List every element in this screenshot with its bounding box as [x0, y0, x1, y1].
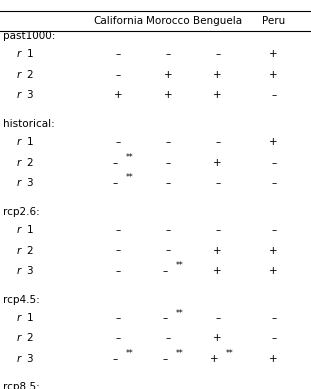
Text: –: –: [116, 333, 121, 343]
Text: historical:: historical:: [3, 119, 55, 129]
Text: –: –: [165, 49, 170, 60]
Text: +: +: [114, 90, 123, 100]
Text: +: +: [213, 266, 222, 276]
Text: –: –: [113, 178, 118, 188]
Text: –: –: [215, 313, 220, 323]
Text: –: –: [215, 49, 220, 60]
Text: 2: 2: [26, 70, 33, 80]
Text: –: –: [215, 137, 220, 147]
Text: r: r: [17, 313, 21, 323]
Text: –: –: [116, 266, 121, 276]
Text: 3: 3: [26, 90, 33, 100]
Text: –: –: [165, 225, 170, 235]
Text: **: **: [176, 349, 183, 358]
Text: –: –: [165, 137, 170, 147]
Text: –: –: [116, 225, 121, 235]
Text: rcp8.5:: rcp8.5:: [3, 382, 40, 389]
Text: –: –: [116, 313, 121, 323]
Text: **: **: [225, 349, 233, 358]
Text: Morocco: Morocco: [146, 16, 190, 26]
Text: r: r: [17, 137, 21, 147]
Text: 1: 1: [26, 49, 33, 60]
Text: rcp4.5:: rcp4.5:: [3, 294, 40, 305]
Text: +: +: [213, 245, 222, 256]
Text: –: –: [165, 333, 170, 343]
Text: 3: 3: [26, 266, 33, 276]
Text: r: r: [17, 225, 21, 235]
Text: –: –: [271, 158, 276, 168]
Text: –: –: [113, 158, 118, 168]
Text: r: r: [17, 354, 21, 364]
Text: –: –: [116, 70, 121, 80]
Text: –: –: [215, 178, 220, 188]
Text: 1: 1: [26, 137, 33, 147]
Text: –: –: [116, 49, 121, 60]
Text: +: +: [269, 245, 278, 256]
Text: 2: 2: [26, 158, 33, 168]
Text: r: r: [17, 158, 21, 168]
Text: +: +: [269, 70, 278, 80]
Text: –: –: [162, 313, 167, 323]
Text: +: +: [269, 266, 278, 276]
Text: **: **: [126, 173, 134, 182]
Text: **: **: [126, 349, 134, 358]
Text: +: +: [213, 90, 222, 100]
Text: –: –: [271, 225, 276, 235]
Text: –: –: [271, 333, 276, 343]
Text: –: –: [165, 245, 170, 256]
Text: –: –: [162, 266, 167, 276]
Text: **: **: [176, 308, 183, 318]
Text: +: +: [269, 137, 278, 147]
Text: +: +: [164, 70, 172, 80]
Text: Benguela: Benguela: [193, 16, 242, 26]
Text: –: –: [215, 225, 220, 235]
Text: **: **: [176, 261, 183, 270]
Text: 1: 1: [26, 313, 33, 323]
Text: 2: 2: [26, 333, 33, 343]
Text: r: r: [17, 266, 21, 276]
Text: –: –: [113, 354, 118, 364]
Text: –: –: [271, 90, 276, 100]
Text: r: r: [17, 49, 21, 60]
Text: 2: 2: [26, 245, 33, 256]
Text: +: +: [213, 333, 222, 343]
Text: Peru: Peru: [262, 16, 285, 26]
Text: r: r: [17, 70, 21, 80]
Text: past1000:: past1000:: [3, 31, 55, 41]
Text: 3: 3: [26, 178, 33, 188]
Text: –: –: [116, 137, 121, 147]
Text: California: California: [93, 16, 143, 26]
Text: **: **: [126, 153, 134, 162]
Text: –: –: [165, 158, 170, 168]
Text: 1: 1: [26, 225, 33, 235]
Text: +: +: [269, 354, 278, 364]
Text: r: r: [17, 178, 21, 188]
Text: –: –: [271, 313, 276, 323]
Text: r: r: [17, 333, 21, 343]
Text: rcp2.6:: rcp2.6:: [3, 207, 40, 217]
Text: +: +: [164, 90, 172, 100]
Text: –: –: [116, 245, 121, 256]
Text: –: –: [162, 354, 167, 364]
Text: +: +: [269, 49, 278, 60]
Text: +: +: [213, 70, 222, 80]
Text: +: +: [210, 354, 219, 364]
Text: –: –: [271, 178, 276, 188]
Text: r: r: [17, 90, 21, 100]
Text: r: r: [17, 245, 21, 256]
Text: 3: 3: [26, 354, 33, 364]
Text: +: +: [213, 158, 222, 168]
Text: –: –: [165, 178, 170, 188]
